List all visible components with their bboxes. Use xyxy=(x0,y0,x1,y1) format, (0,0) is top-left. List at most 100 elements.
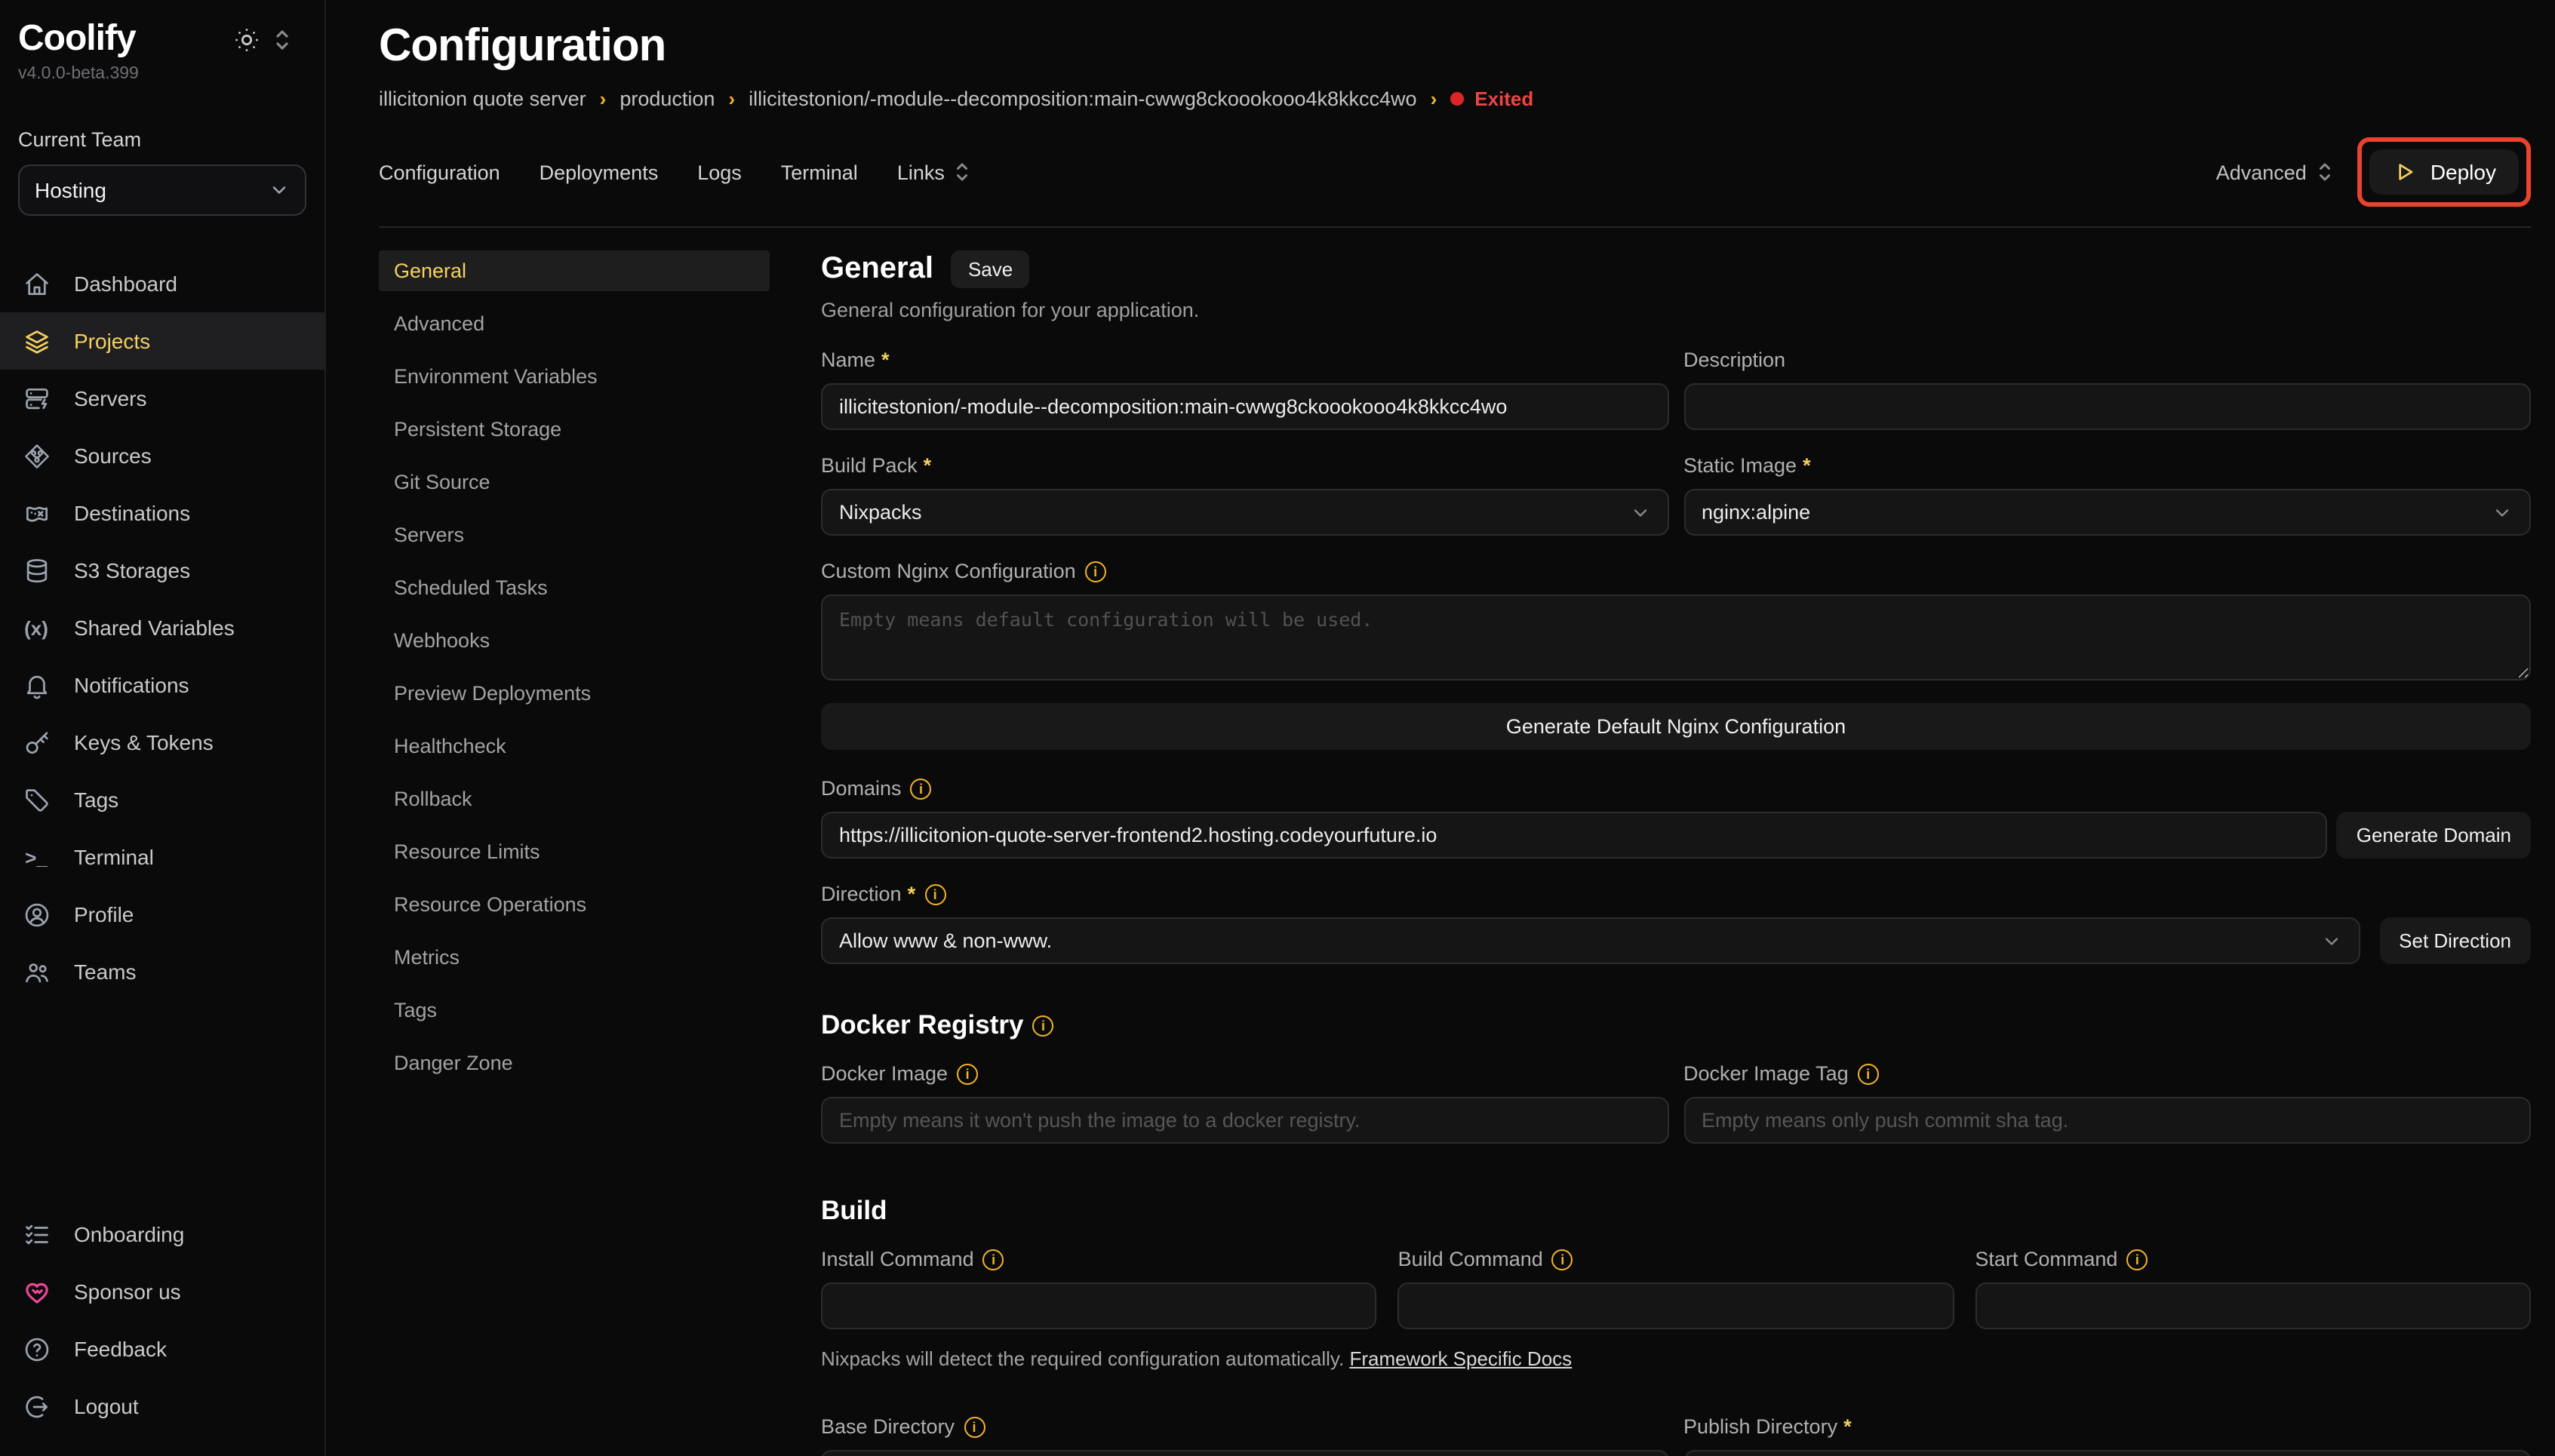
info-icon[interactable]: i xyxy=(964,1416,985,1437)
tab-links[interactable]: Links xyxy=(897,161,970,183)
sidebar-item-onboarding[interactable]: Onboarding xyxy=(0,1206,324,1263)
info-icon[interactable]: i xyxy=(2126,1249,2148,1270)
sidebar-item-label: Tags xyxy=(74,788,119,812)
description-input[interactable] xyxy=(1683,383,2531,430)
breadcrumb-application[interactable]: illicitestonion/-module--decomposition:m… xyxy=(749,88,1417,110)
sidebar-item-label: Keys & Tokens xyxy=(74,730,214,754)
sidebar-item-logout[interactable]: Logout xyxy=(0,1378,324,1435)
info-icon[interactable]: i xyxy=(924,883,946,905)
generate-nginx-button[interactable]: Generate Default Nginx Configuration xyxy=(821,703,2531,750)
sidebar-item-keys-tokens[interactable]: Keys & Tokens xyxy=(0,714,324,771)
build-pack-select[interactable]: Nixpacks xyxy=(821,489,1668,536)
sidebar-item-label: Dashboard xyxy=(74,272,177,296)
subnav-item-rollback[interactable]: Rollback xyxy=(394,788,472,810)
docker-image-input[interactable] xyxy=(821,1097,1668,1144)
docker-image-tag-input[interactable] xyxy=(1683,1097,2531,1144)
status-dot-icon xyxy=(1450,92,1465,106)
container-icon xyxy=(21,499,51,527)
subnav-item-persistent-storage[interactable]: Persistent Storage xyxy=(394,418,562,441)
subnav-item-advanced[interactable]: Advanced xyxy=(394,312,485,335)
static-image-select[interactable]: nginx:alpine xyxy=(1683,489,2531,536)
sidebar-item-sources[interactable]: Sources xyxy=(0,427,324,484)
breadcrumb: illicitonion quote server › production ›… xyxy=(379,88,2531,110)
info-icon[interactable]: i xyxy=(1084,561,1106,582)
sidebar-item-profile[interactable]: Profile xyxy=(0,886,324,943)
sidebar-item-dashboard[interactable]: Dashboard xyxy=(0,255,324,312)
base-directory-input[interactable] xyxy=(821,1450,1668,1456)
sidebar-item-notifications[interactable]: Notifications xyxy=(0,656,324,714)
chevron-right-icon: › xyxy=(728,88,736,110)
set-direction-button[interactable]: Set Direction xyxy=(2379,917,2531,964)
tab-deployments[interactable]: Deployments xyxy=(539,161,659,183)
chevron-down-icon xyxy=(1629,502,1650,523)
help-circle-icon xyxy=(21,1335,51,1363)
sidebar-item-destinations[interactable]: Destinations xyxy=(0,484,324,542)
tab-configuration[interactable]: Configuration xyxy=(379,161,500,183)
tabs-row: Configuration Deployments Logs Terminal … xyxy=(379,137,2531,207)
sidebar-item-feedback[interactable]: Feedback xyxy=(0,1320,324,1378)
domains-input[interactable] xyxy=(821,812,2328,859)
subnav-item-scheduled-tasks[interactable]: Scheduled Tasks xyxy=(394,576,548,599)
advanced-menu[interactable]: Advanced xyxy=(2216,161,2334,183)
required-marker: * xyxy=(1803,454,1811,477)
docker-registry-heading: Docker Registry xyxy=(821,1009,1024,1040)
subnav-item-git-source[interactable]: Git Source xyxy=(394,471,490,493)
field-static-image: Static Image * nginx:alpine xyxy=(1683,454,2531,536)
sidebar-item-projects[interactable]: Projects xyxy=(0,312,324,370)
sidebar-item-tags[interactable]: Tags xyxy=(0,771,324,828)
subnav-item-tags[interactable]: Tags xyxy=(394,999,438,1021)
custom-nginx-textarea[interactable] xyxy=(821,594,2531,680)
subnav-item-metrics[interactable]: Metrics xyxy=(394,946,460,969)
deploy-button[interactable]: Deploy xyxy=(2369,149,2519,195)
tab-terminal[interactable]: Terminal xyxy=(780,161,858,183)
install-command-input[interactable] xyxy=(821,1282,1377,1329)
sidebar-item-label: Onboarding xyxy=(74,1222,185,1246)
subnav-item-servers[interactable]: Servers xyxy=(394,524,465,546)
selector-icon xyxy=(2320,163,2331,181)
sidebar-item-sponsor[interactable]: Sponsor us xyxy=(0,1263,324,1320)
direction-select[interactable]: Allow www & non-www. xyxy=(821,917,2360,964)
info-icon[interactable]: i xyxy=(1032,1015,1054,1036)
info-icon[interactable]: i xyxy=(1857,1063,1879,1084)
theme-sun-icon[interactable] xyxy=(234,26,260,52)
team-select[interactable]: Hosting xyxy=(18,164,306,216)
sidebar-item-servers[interactable]: Servers xyxy=(0,370,324,427)
info-icon[interactable]: i xyxy=(910,778,932,799)
build-pack-label: Build Pack xyxy=(821,454,918,477)
subnav-item-resource-limits[interactable]: Resource Limits xyxy=(394,840,540,863)
sidebar-item-terminal[interactable]: >_ Terminal xyxy=(0,828,324,886)
info-icon[interactable]: i xyxy=(1551,1249,1573,1270)
field-publish-directory: Publish Directory * xyxy=(1683,1415,2531,1456)
general-heading: General xyxy=(821,252,933,285)
sidebar-item-label: Terminal xyxy=(74,845,154,869)
docker-registry-heading-row: Docker Registry i xyxy=(821,1009,2531,1041)
save-button[interactable]: Save xyxy=(951,250,1030,288)
sidebar-item-s3-storages[interactable]: S3 Storages xyxy=(0,542,324,599)
build-command-input[interactable] xyxy=(1397,1282,1954,1329)
sidebar-item-teams[interactable]: Teams xyxy=(0,943,324,1000)
subnav-item-environment-variables[interactable]: Environment Variables xyxy=(394,365,598,388)
breadcrumb-environment[interactable]: production xyxy=(620,88,715,110)
subnav-item-healthcheck[interactable]: Healthcheck xyxy=(394,735,506,757)
tab-logs[interactable]: Logs xyxy=(697,161,742,183)
info-icon[interactable]: i xyxy=(957,1063,979,1084)
subnav-item-webhooks[interactable]: Webhooks xyxy=(394,629,490,652)
publish-directory-input[interactable] xyxy=(1683,1450,2531,1456)
subnav-item-resource-operations[interactable]: Resource Operations xyxy=(394,893,587,916)
generate-domain-button[interactable]: Generate Domain xyxy=(2336,812,2531,859)
domains-label: Domains xyxy=(821,777,902,800)
breadcrumb-project[interactable]: illicitonion quote server xyxy=(379,88,586,110)
general-form: General Save General configuration for y… xyxy=(821,250,2531,1456)
subnav-item-general[interactable]: General xyxy=(379,250,770,291)
deploy-highlight-annotation: Deploy xyxy=(2357,137,2531,207)
theme-selector-icon[interactable] xyxy=(273,28,291,51)
start-command-input[interactable] xyxy=(1975,1282,2531,1329)
subnav-item-danger-zone[interactable]: Danger Zone xyxy=(394,1052,513,1074)
subnav-item-preview-deployments[interactable]: Preview Deployments xyxy=(394,682,592,705)
base-directory-label: Base Directory xyxy=(821,1415,955,1438)
info-icon[interactable]: i xyxy=(982,1249,1004,1270)
users-icon xyxy=(21,957,51,986)
sidebar-item-shared-variables[interactable]: (x) Shared Variables xyxy=(0,599,324,656)
name-input[interactable] xyxy=(821,383,1668,430)
framework-docs-link[interactable]: Framework Specific Docs xyxy=(1349,1347,1573,1370)
